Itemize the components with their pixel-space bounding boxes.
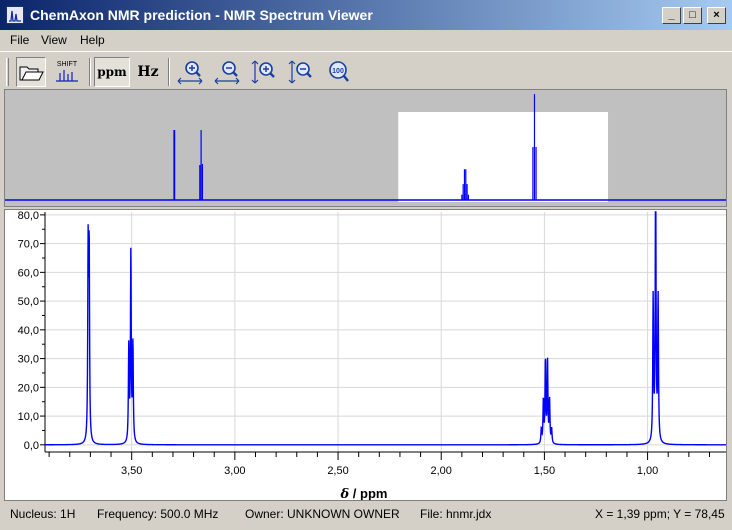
x-tick-label: 3,50	[121, 465, 142, 477]
shift-button[interactable]: SHIFT	[52, 57, 82, 87]
x-tick-label: 3,00	[224, 465, 245, 477]
x-axis-label: δ / ppm	[340, 486, 388, 500]
zoom-in-vertical-button[interactable]	[249, 57, 279, 87]
overview-visible-window[interactable]	[398, 112, 609, 202]
minimize-button[interactable]: _	[662, 7, 681, 24]
hz-button[interactable]: Hz	[133, 57, 163, 87]
app-icon	[6, 6, 24, 24]
overview-spectrum[interactable]	[5, 90, 726, 206]
shift-spectrum-icon	[56, 69, 78, 82]
y-tick-label: 50,0	[18, 296, 39, 308]
ppm-label: ppm	[97, 65, 127, 79]
open-button[interactable]	[16, 57, 46, 87]
grid-lines	[45, 212, 726, 452]
menu-help[interactable]: Help	[80, 33, 105, 47]
shift-label: SHIFT	[56, 60, 78, 68]
status-frequency: Frequency: 500.0 MHz	[97, 507, 219, 521]
zoom-100-button[interactable]: 100	[323, 57, 353, 87]
menu-file[interactable]: File	[10, 33, 30, 47]
title-bar: ChemAxon NMR prediction - NMR Spectrum V…	[0, 0, 732, 30]
y-tick-label: 30,0	[18, 354, 39, 366]
menu-bar: File View Help	[0, 30, 732, 51]
menu-view[interactable]: View	[41, 33, 67, 47]
status-bar: Nucleus: 1H Frequency: 500.0 MHz Owner: …	[0, 503, 732, 530]
toolbar: SHIFT ppm Hz	[0, 51, 732, 89]
zoom-100-label: 100	[332, 68, 344, 75]
y-tick-label: 0,0	[24, 440, 39, 452]
x-tick-label: 2,00	[431, 465, 452, 477]
spectrum-plot[interactable]: 0,0 10,0 20,0 30,0 40,0 50,0 60,0 70,0 80,0 3,50…	[4, 209, 727, 502]
zoom-in-vertical-icon	[251, 60, 275, 84]
zoom-100-icon: 100	[329, 61, 349, 82]
maximize-button[interactable]: □	[683, 7, 702, 24]
close-button[interactable]: ×	[707, 7, 726, 24]
status-owner: Owner: UNKNOWN OWNER	[245, 507, 400, 521]
overview-panel[interactable]	[4, 89, 727, 207]
hz-label: Hz	[137, 64, 159, 80]
overview-peaks	[173, 94, 537, 200]
x-tick-label: 2,50	[327, 465, 348, 477]
zoom-out-vertical-icon	[288, 60, 312, 84]
x-axis: 3,50 3,00 2,50 2,00 1,50 1,00	[45, 451, 726, 477]
y-tick-label: 40,0	[18, 325, 39, 337]
y-tick-label: 80,0	[18, 210, 39, 222]
status-nucleus: Nucleus: 1H	[10, 507, 76, 521]
status-cursor: X = 1,39 ppm; Y = 78,45	[595, 507, 725, 521]
y-tick-label: 10,0	[18, 411, 39, 423]
spectrum-trace	[45, 211, 726, 446]
zoom-in-horizontal-button[interactable]	[175, 57, 205, 87]
y-tick-label: 60,0	[18, 267, 39, 279]
toolbar-grip[interactable]	[6, 58, 9, 86]
x-tick-label: 1,00	[637, 465, 658, 477]
y-tick-label: 70,0	[18, 239, 39, 251]
spectrum-chart[interactable]: 0,0 10,0 20,0 30,0 40,0 50,0 60,0 70,0 80,0 3,50…	[5, 210, 726, 502]
window-title: ChemAxon NMR prediction - NMR Spectrum V…	[30, 7, 373, 23]
y-axis: 0,0 10,0 20,0 30,0 40,0 50,0 60,0 70,0 80,0	[18, 210, 46, 452]
zoom-out-horizontal-icon	[214, 61, 240, 85]
toolbar-separator	[89, 58, 91, 86]
status-file: File: hnmr.jdx	[420, 507, 492, 521]
toolbar-separator	[168, 58, 170, 86]
ppm-button[interactable]: ppm	[94, 57, 130, 87]
zoom-out-horizontal-button[interactable]	[212, 57, 242, 87]
x-tick-label: 1,50	[534, 465, 555, 477]
zoom-out-vertical-button[interactable]	[286, 57, 316, 87]
open-folder-icon	[19, 66, 44, 81]
y-tick-label: 20,0	[18, 382, 39, 394]
zoom-in-horizontal-icon	[177, 61, 203, 85]
